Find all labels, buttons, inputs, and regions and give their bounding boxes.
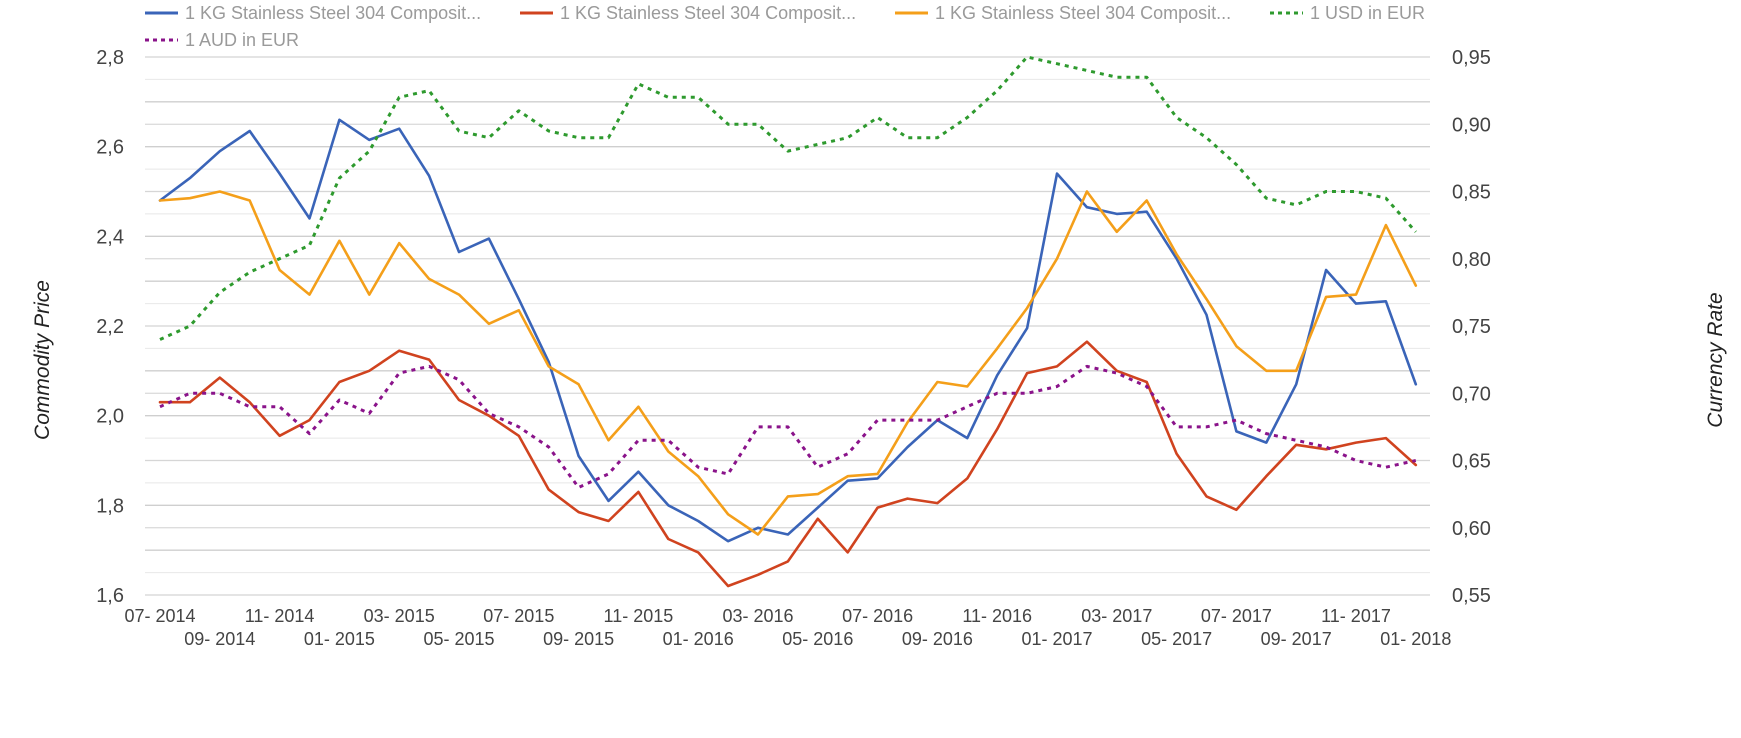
right-tick-label: 0,55: [1452, 585, 1491, 607]
x-tick-label: 03- 2015: [364, 606, 435, 626]
legend-label: 1 USD in EUR: [1310, 3, 1425, 23]
x-tick-label: 05- 2015: [423, 629, 494, 649]
x-tick-label: 11- 2016: [962, 606, 1032, 626]
right-tick-label: 0,70: [1452, 383, 1491, 405]
right-tick-label: 0,60: [1452, 518, 1491, 540]
left-tick-label: 2,8: [96, 47, 124, 69]
series-line-1: [158, 118, 1418, 543]
left-tick-label: 2,2: [96, 316, 124, 338]
legend-label: 1 KG Stainless Steel 304 Composit...: [185, 3, 481, 23]
x-tick-label: 01- 2017: [1021, 629, 1092, 649]
left-tick-label: 2,0: [96, 406, 124, 428]
x-tick-label: 07- 2014: [124, 606, 195, 626]
right-tick-label: 0,85: [1452, 182, 1491, 204]
left-axis-title: Commodity Price: [31, 280, 54, 440]
x-tick-label: 11- 2017: [1321, 606, 1391, 626]
series-lines: [158, 55, 1418, 588]
x-tick-label: 09- 2015: [543, 629, 614, 649]
series-line-4: [159, 55, 1417, 341]
x-tick-label: 03- 2016: [722, 606, 793, 626]
right-tick-label: 0,65: [1452, 451, 1491, 473]
left-axis-ticks: 1,6 1,8 2,0 2,2 2,4 2,6 2,8: [96, 47, 124, 607]
x-tick-label: 09- 2016: [902, 629, 973, 649]
x-tick-label: 03- 2017: [1081, 606, 1152, 626]
x-axis-ticks: 07- 2014 09- 2014 11- 2014 01- 2015 03- 2015…: [124, 606, 1451, 649]
x-tick-label: 05- 2017: [1141, 629, 1212, 649]
x-tick-label: 01- 2015: [304, 629, 375, 649]
left-tick-label: 1,8: [96, 495, 124, 517]
x-tick-label: 07- 2015: [483, 606, 554, 626]
x-tick-label: 07- 2017: [1201, 606, 1272, 626]
x-tick-label: 11- 2014: [245, 606, 315, 626]
x-tick-label: 07- 2016: [842, 606, 913, 626]
right-tick-label: 0,95: [1452, 47, 1491, 69]
right-tick-label: 0,75: [1452, 316, 1491, 338]
series-line-2: [158, 340, 1418, 588]
legend: 1 KG Stainless Steel 304 Composit... 1 KG…: [145, 3, 1425, 50]
legend-label: 1 KG Stainless Steel 304 Composit...: [935, 3, 1231, 23]
right-tick-label: 0,80: [1452, 249, 1491, 271]
x-tick-label: 09- 2014: [184, 629, 255, 649]
right-axis-ticks: 0,55 0,60 0,65 0,70 0,75 0,80 0,85 0,90 0,95: [1452, 47, 1491, 607]
series-line-3: [158, 190, 1418, 536]
x-tick-label: 01- 2018: [1380, 629, 1451, 649]
grid: [145, 56, 1430, 596]
right-axis-title: Currency Rate: [1704, 292, 1727, 427]
right-tick-label: 0,90: [1452, 114, 1491, 136]
left-tick-label: 2,6: [96, 137, 124, 159]
left-tick-label: 2,4: [96, 226, 124, 248]
x-tick-label: 09- 2017: [1261, 629, 1332, 649]
x-tick-label: 05- 2016: [782, 629, 853, 649]
legend-label: 1 AUD in EUR: [185, 30, 299, 50]
x-tick-label: 11- 2015: [604, 606, 674, 626]
x-tick-label: 01- 2016: [663, 629, 734, 649]
left-tick-label: 1,6: [96, 585, 124, 607]
legend-label: 1 KG Stainless Steel 304 Composit...: [560, 3, 856, 23]
series-line-5: [159, 364, 1417, 489]
